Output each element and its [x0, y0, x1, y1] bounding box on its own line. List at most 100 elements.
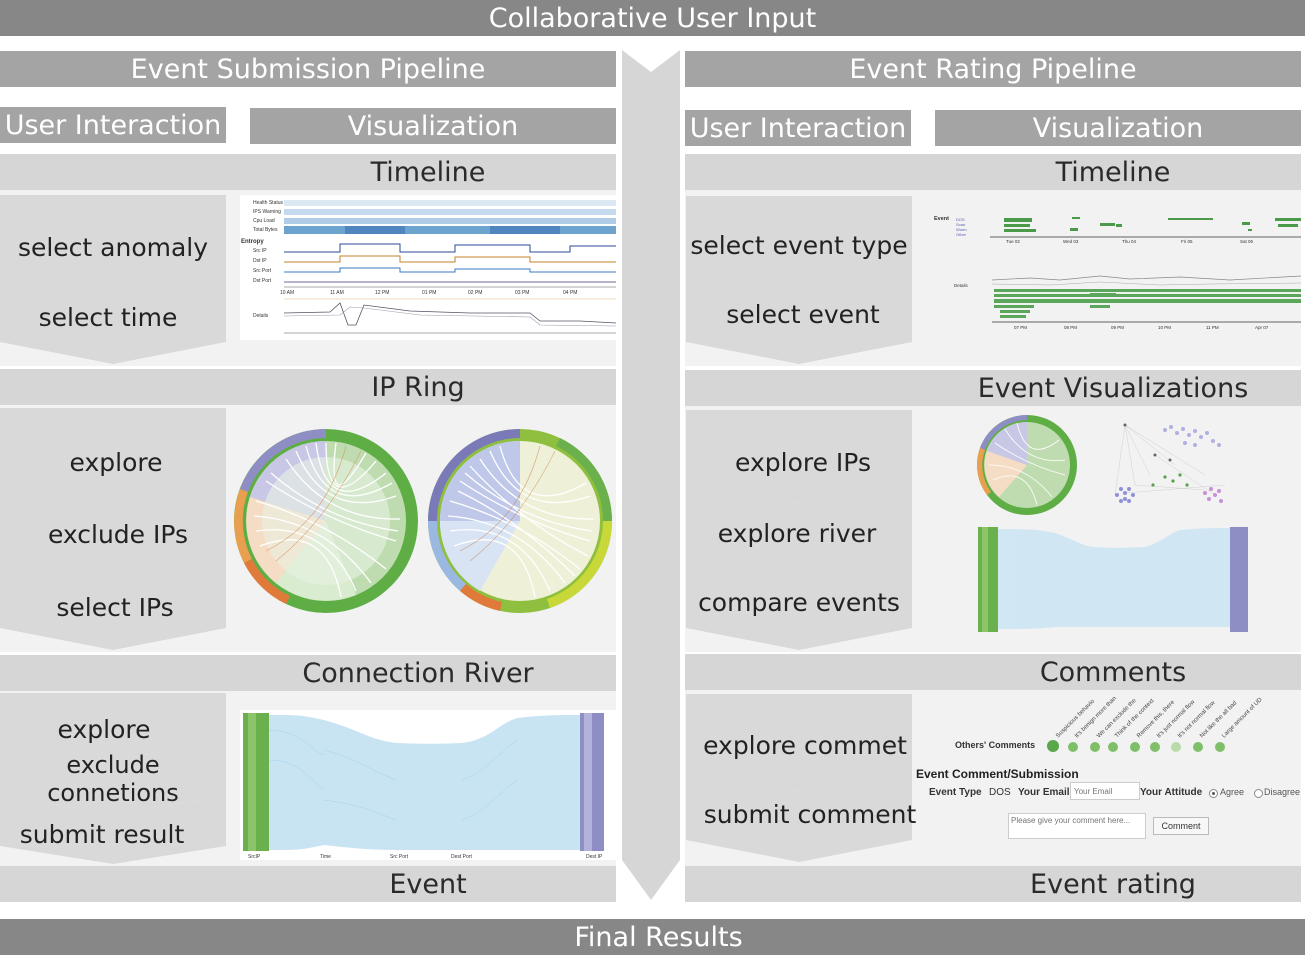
comment-button[interactable]: Comment: [1153, 817, 1209, 835]
tl-tick-4: 02 PM: [468, 290, 482, 296]
chevron-explore-river2: [686, 482, 912, 578]
right-pipeline-title-text: Event Rating Pipeline: [849, 53, 1137, 85]
comment-snippet-6: It's not normal flow: [1177, 699, 1217, 739]
right-eventvis-title-text: Event Visualizations: [977, 372, 1249, 404]
step-explore-river[interactable]: explore: [57, 714, 151, 744]
river-axis-1: Time: [320, 854, 331, 860]
comment-snippet-5: It's just normal flow: [1156, 699, 1197, 740]
rt-tick-3: Fri 05: [1181, 239, 1193, 244]
step-submit-comment[interactable]: submit comment: [703, 799, 917, 829]
rt-legend-0: DOS: [956, 217, 965, 222]
chevron-compare-events: [686, 556, 912, 650]
event-type-value: DOS: [989, 787, 1011, 798]
rt-dtick-4: 11 PM: [1206, 325, 1219, 330]
chevron-select-event-type: [686, 196, 912, 290]
left-river-title-text: Connection River: [302, 657, 534, 689]
agree-radio-dot: [1212, 792, 1215, 795]
chevron-explore-comment: [686, 694, 912, 792]
chevron-submit-result: [0, 796, 226, 864]
tl-row-2: Cpu Load: [253, 218, 275, 224]
rt-tick-1: Wed 03: [1063, 239, 1079, 244]
tl-row-4: Entropy: [241, 239, 264, 245]
left-pipeline-title-text: Event Submission Pipeline: [130, 53, 486, 85]
tl-tick-3: 01 PM: [422, 290, 436, 296]
chevron-select-time: [0, 268, 226, 364]
step-select-anomaly[interactable]: select anomaly: [17, 232, 209, 262]
email-field[interactable]: [1070, 782, 1140, 800]
tl-row-3: Total Bytes: [253, 227, 278, 233]
attitude-label: Your Attitude: [1140, 787, 1203, 798]
tl-tick-6: 04 PM: [563, 290, 577, 296]
chevron-explore-ip: [0, 408, 226, 502]
disagree-radio[interactable]: [1254, 789, 1263, 798]
tl-row-0: Health Status: [253, 200, 284, 206]
footer-bar: Final Results: [0, 919, 1305, 955]
step-explore-ips[interactable]: explore IPs: [735, 447, 871, 477]
rt-dtick-2: 09 PM: [1111, 325, 1124, 330]
river-axis-3: Dest Port: [451, 854, 472, 860]
tl-tick-1: 11 AM: [330, 290, 344, 296]
rt-details: Details: [954, 283, 969, 288]
right-col-ui-text: User Interaction: [689, 112, 907, 144]
step-explore-ipring[interactable]: explore: [69, 447, 163, 477]
step-explore-comment[interactable]: explore commet: [703, 730, 907, 760]
tl-row-5: Src IP: [253, 248, 267, 254]
tl-row-1: IPS Warning: [253, 209, 281, 215]
comment-textarea[interactable]: [1008, 813, 1146, 839]
river-axis-4: Dest IP: [586, 854, 603, 860]
step-select-event[interactable]: select event: [726, 299, 880, 329]
tl-tick-0: 10 AM: [280, 290, 294, 296]
step-explore-river-right[interactable]: explore river: [717, 518, 877, 548]
left-connection-river: SrcIP Time Src Port Dest Port Dest IP: [240, 710, 616, 860]
left-event-title-text: Event: [389, 868, 467, 900]
left-timeline-title: Timeline: [0, 154, 616, 190]
step-exclude-ips[interactable]: exclude IPs: [47, 519, 189, 549]
agree-label: Agree: [1220, 787, 1245, 797]
right-comments-title: Comments: [685, 654, 1301, 690]
right-rating-title-text: Event rating: [1030, 868, 1196, 900]
others-comments-label: Others' Comments: [955, 740, 1035, 750]
step-select-ips[interactable]: select IPs: [56, 592, 174, 622]
tl-row-8: Dst Port: [253, 278, 272, 284]
agree-radio[interactable]: [1209, 789, 1218, 798]
event-type-label: Event Type: [929, 787, 982, 798]
right-event-visualizations: [977, 415, 1248, 632]
left-ipring-title: IP Ring: [0, 369, 616, 405]
chevron-explore-river: [0, 693, 226, 760]
left-col-visualization: Visualization: [250, 108, 616, 144]
header-bar: Collaborative User Input: [0, 0, 1305, 36]
step-compare-events[interactable]: compare events: [698, 587, 900, 617]
rt-tick-0: Tue 02: [1006, 239, 1020, 244]
tl-row-6: Dst IP: [253, 258, 267, 264]
river-axis-2: Src Port: [390, 854, 409, 860]
center-flow-arrow: [622, 50, 680, 900]
chevron-exclude-ips: [0, 480, 226, 578]
step-select-time[interactable]: select time: [38, 302, 178, 332]
comment-snippet-4: Remove this, there: [1136, 699, 1176, 739]
left-col-vis-text: Visualization: [347, 110, 519, 142]
right-timeline-vis: Event DOS Scan Worm Other Tue 02 Wed 03 …: [934, 216, 1301, 330]
step-select-event-type[interactable]: select event type: [690, 230, 908, 260]
river-axis-0: SrcIP: [248, 854, 261, 860]
comment-form-title: Event Comment/Submission: [916, 767, 1079, 781]
left-pipeline-title: Event Submission Pipeline: [0, 51, 616, 87]
right-rating-title: Event rating: [685, 866, 1301, 902]
right-timeline-title: Timeline: [685, 154, 1301, 190]
rt-tick-2: Thu 04: [1122, 239, 1137, 244]
left-timeline-title-text: Timeline: [370, 156, 486, 188]
chevron-select-anomaly: [0, 195, 226, 290]
step-submit-result[interactable]: submit result: [19, 819, 185, 849]
rt-event-label: Event: [934, 216, 949, 222]
left-col-user-interaction: User Interaction: [0, 107, 226, 143]
left-river-title: Connection River: [0, 655, 616, 691]
rt-tick-4: Sat 06: [1240, 239, 1254, 244]
right-timeline-title-text: Timeline: [1055, 156, 1171, 188]
comment-snippet-8: Large amount of UD: [1221, 696, 1264, 739]
right-col-visualization: Visualization: [935, 110, 1301, 146]
chevron-select-ips: [0, 556, 226, 650]
left-ipring-title-text: IP Ring: [371, 371, 465, 403]
step-exclude-connections[interactable]: exclude connetions: [47, 751, 179, 807]
disagree-label: Disagree: [1264, 787, 1301, 797]
right-col-user-interaction: User Interaction: [685, 110, 911, 146]
chevron-submit-comment: [686, 770, 912, 862]
